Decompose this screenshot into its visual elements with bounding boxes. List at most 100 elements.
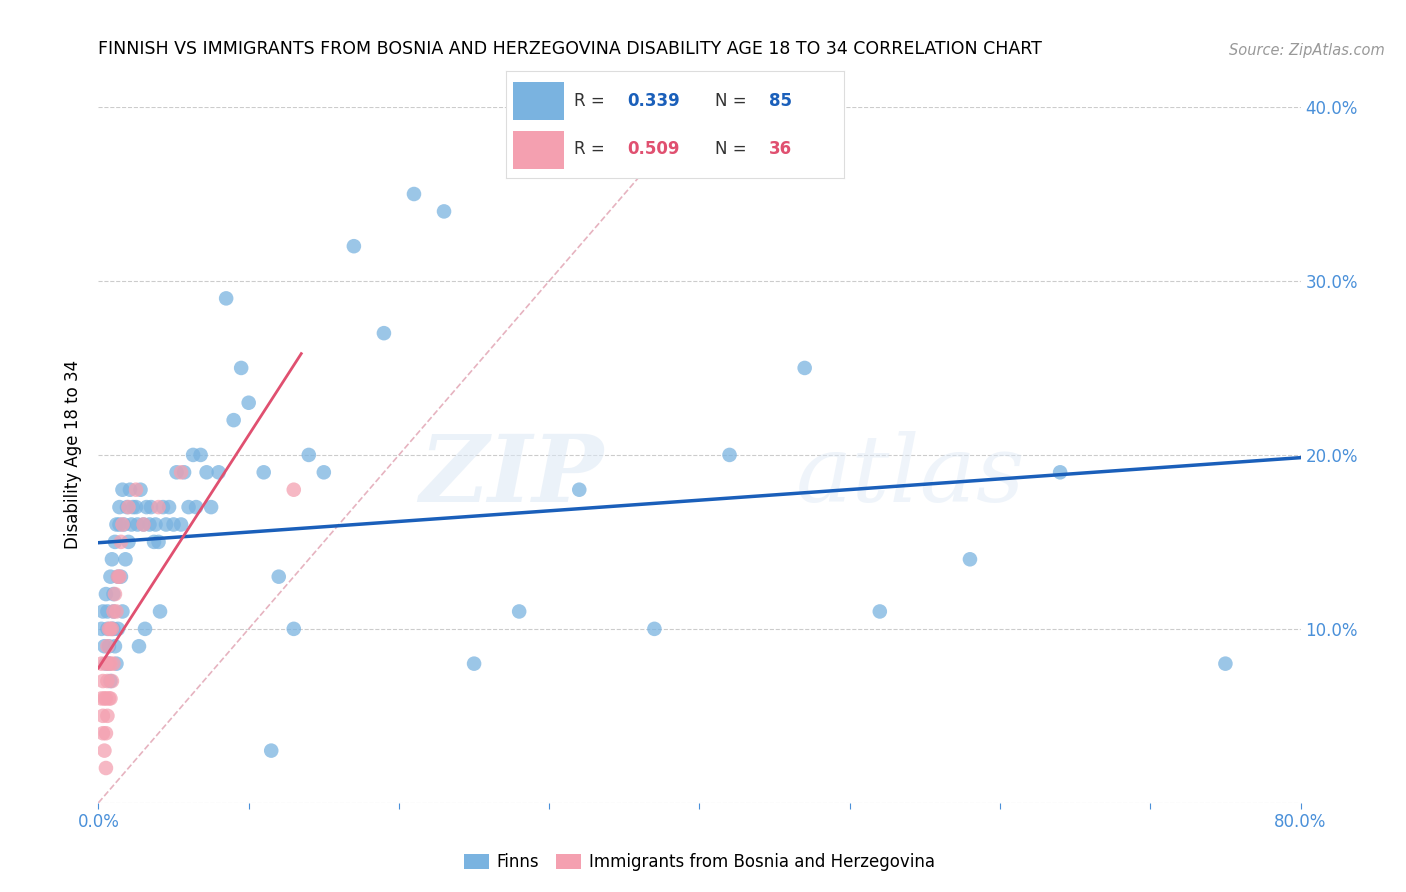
Point (90, 657, 112, 671)
Point (128, 639, 150, 653)
Point (96, 639, 118, 653)
Point (312, 466, 335, 480)
Point (139, 500, 162, 514)
Point (190, 448, 212, 462)
Point (107, 570, 129, 584)
Text: N =: N = (716, 141, 752, 159)
Point (91, 726, 114, 740)
Text: 85: 85 (769, 93, 793, 111)
Point (129, 483, 152, 497)
Point (267, 570, 290, 584)
Point (143, 534, 166, 549)
Text: R =: R = (574, 93, 610, 111)
Point (208, 466, 231, 480)
Point (149, 605, 172, 619)
Point (100, 622, 122, 636)
Point (97, 622, 120, 636)
Point (148, 500, 170, 514)
Point (91, 708, 114, 723)
Point (97, 639, 120, 653)
Point (112, 517, 135, 532)
Point (90, 691, 112, 706)
Point (94, 691, 117, 706)
Point (463, 657, 485, 671)
Point (121, 517, 143, 532)
Point (162, 517, 184, 532)
Text: ZIP: ZIP (419, 431, 603, 521)
Point (200, 500, 222, 514)
FancyBboxPatch shape (513, 82, 564, 120)
Point (93, 691, 115, 706)
Point (103, 622, 125, 636)
Point (96, 708, 118, 723)
Point (94, 587, 117, 601)
Point (1049, 466, 1071, 480)
Point (260, 744, 283, 758)
Point (132, 517, 155, 532)
Point (148, 534, 170, 549)
Point (298, 448, 321, 462)
Point (101, 622, 124, 636)
Y-axis label: Disability Age 18 to 34: Disability Age 18 to 34 (65, 360, 83, 549)
Text: R =: R = (574, 141, 610, 159)
Point (110, 534, 132, 549)
Point (111, 517, 134, 532)
Point (568, 483, 591, 497)
Point (100, 657, 122, 671)
Point (107, 622, 129, 636)
Point (100, 674, 122, 689)
Point (125, 500, 148, 514)
Point (195, 466, 218, 480)
Point (108, 500, 131, 514)
Point (122, 500, 145, 514)
Point (215, 291, 238, 305)
Point (117, 534, 139, 549)
Point (166, 466, 188, 480)
Text: Source: ZipAtlas.com: Source: ZipAtlas.com (1229, 43, 1385, 58)
Text: 36: 36 (769, 141, 793, 159)
Point (231, 360, 253, 375)
Point (93, 744, 115, 758)
Point (177, 500, 200, 514)
Point (118, 483, 141, 497)
Point (105, 657, 128, 671)
Point (1215, 657, 1237, 671)
Point (433, 204, 456, 219)
Point (253, 466, 276, 480)
Point (100, 570, 122, 584)
Point (222, 413, 245, 427)
Point (103, 605, 125, 619)
Point (114, 552, 136, 566)
Point (138, 517, 160, 532)
Point (101, 622, 124, 636)
Point (718, 448, 741, 462)
Point (117, 500, 139, 514)
Point (184, 500, 207, 514)
Point (91, 605, 114, 619)
Point (103, 657, 125, 671)
Point (173, 466, 195, 480)
Point (97, 657, 120, 671)
FancyBboxPatch shape (513, 131, 564, 169)
Point (96, 622, 118, 636)
Point (238, 396, 260, 410)
Point (97, 657, 120, 671)
Point (643, 622, 665, 636)
Point (155, 517, 177, 532)
Point (107, 570, 129, 584)
Point (94, 726, 117, 740)
Point (283, 622, 305, 636)
Point (170, 466, 193, 480)
Legend: Finns, Immigrants from Bosnia and Herzegovina: Finns, Immigrants from Bosnia and Herzeg… (457, 847, 942, 878)
Point (100, 691, 122, 706)
Point (104, 534, 127, 549)
Point (127, 517, 149, 532)
Point (103, 605, 125, 619)
Text: atlas: atlas (796, 431, 1025, 521)
Text: N =: N = (716, 93, 752, 111)
Point (105, 517, 128, 532)
Point (103, 587, 125, 601)
Point (152, 500, 174, 514)
Point (869, 605, 891, 619)
Point (402, 187, 425, 202)
